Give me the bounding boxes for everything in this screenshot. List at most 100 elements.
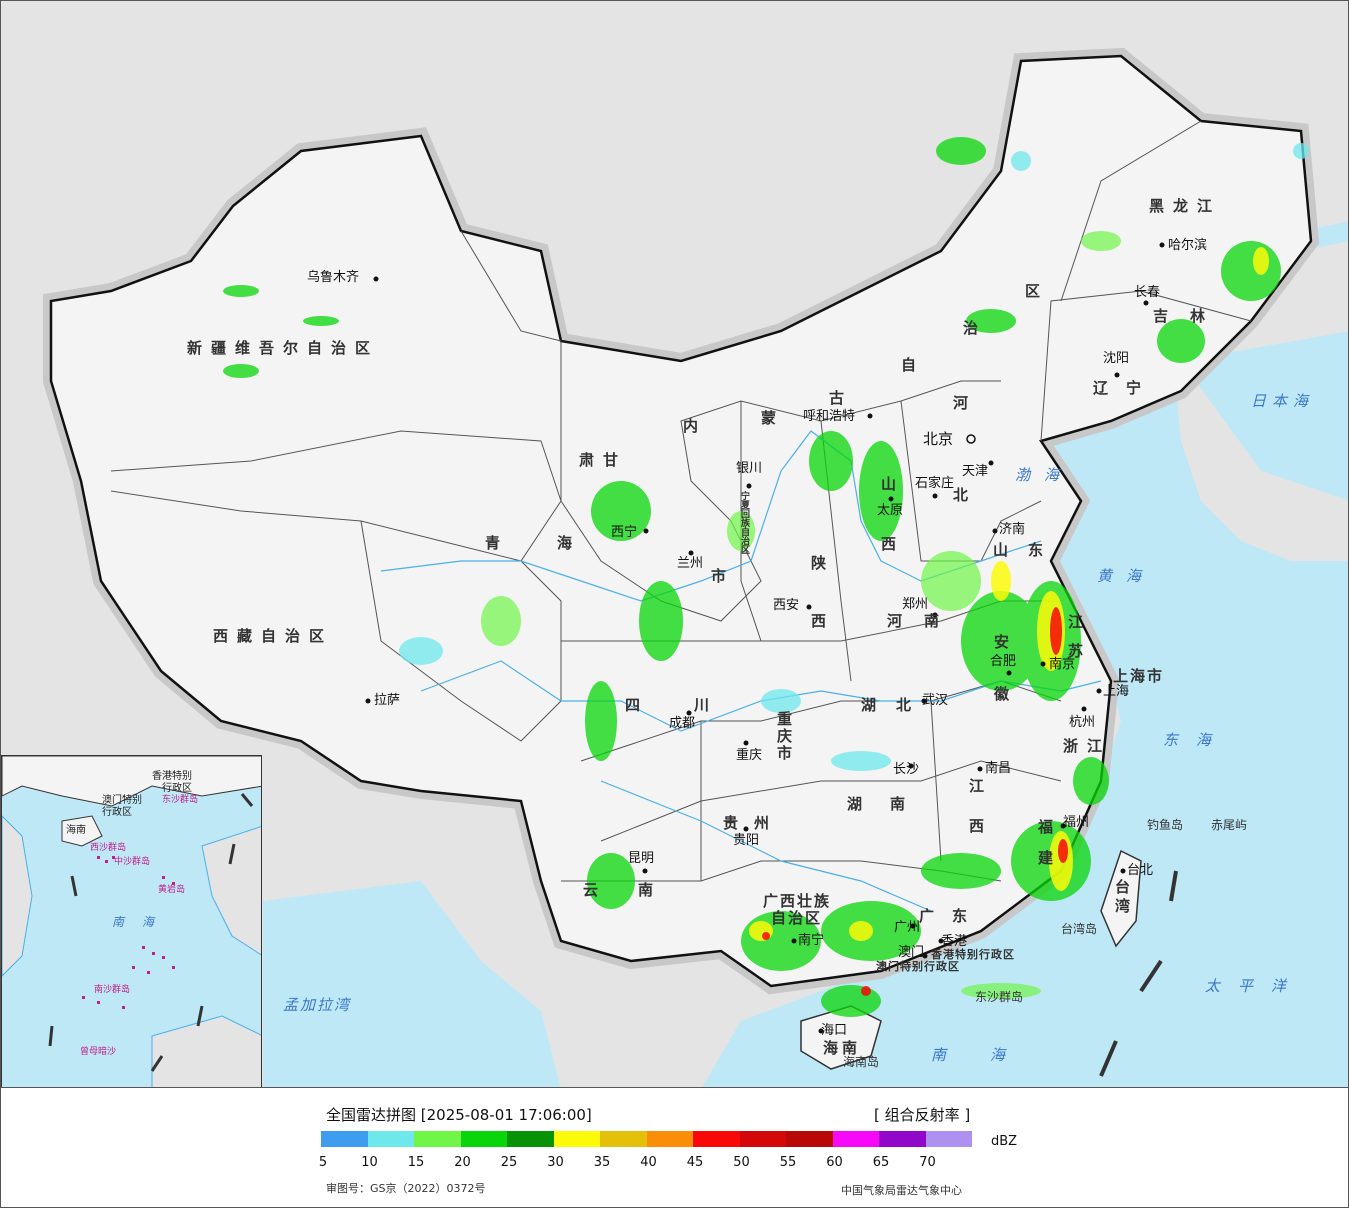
city-label-changsha: 长沙	[893, 762, 920, 777]
japan-sea-water	[1181, 331, 1348, 501]
taiwan-island	[1100, 849, 1142, 948]
radar-echoes	[223, 137, 1309, 1017]
legend-unit: dBZ	[991, 1134, 1018, 1149]
city-label-nanchang: 南昌	[985, 761, 1012, 776]
city-label-fuzhou: 福州	[1063, 815, 1090, 830]
color-swatch-15	[414, 1131, 461, 1147]
sea-label-bengal: 孟加拉湾	[283, 996, 352, 1014]
province-label-neimenggu-4: 自	[901, 356, 926, 374]
province-label-shanxi-1: 山	[881, 475, 906, 493]
city-label-harbin: 哈尔滨	[1168, 238, 1208, 253]
maritime-lines	[1099, 870, 1178, 1077]
province-label-ningxia: 宁夏回族自治区	[739, 491, 749, 554]
province-label-hubei: 湖北	[861, 696, 932, 714]
tick-label-35: 35	[593, 1155, 611, 1170]
bengal-water	[263, 881, 561, 1087]
province-label-sichuan: 四川	[625, 696, 764, 714]
province-label-guizhou: 贵州	[723, 814, 786, 832]
province-label-yunnan: 云南	[583, 881, 694, 899]
city-label-changchun: 长春	[1134, 285, 1161, 300]
province-label-neimenggu-5: 治	[963, 319, 988, 337]
city-dots	[365, 242, 1165, 1034]
color-swatch-45	[693, 1131, 740, 1147]
color-swatch-70	[925, 1131, 972, 1147]
tick-label-30: 30	[547, 1155, 564, 1170]
province-label-hebei-2: 北	[953, 486, 978, 504]
province-label-qinghai-2: 海	[557, 534, 582, 552]
tick-label-60: 60	[826, 1155, 843, 1170]
province-label-shanghai: 上海市	[1113, 667, 1165, 685]
approval-number: 审图号：GS京（2022）0372号	[326, 1182, 486, 1195]
province-label-shaanxi-2: 西	[811, 612, 836, 630]
inset-label-zengmu: 曾母暗沙	[80, 1047, 117, 1057]
city-label-urumqi: 乌鲁木齐	[307, 270, 360, 285]
inset-label-huangyan: 黄岩岛	[158, 885, 186, 895]
province-label-neimenggu-6: 区	[1025, 282, 1050, 300]
china-land	[49, 54, 1313, 988]
city-label-wuhan: 武汉	[922, 693, 949, 708]
city-label-zhengzhou: 郑州	[902, 597, 929, 612]
tick-label-40: 40	[640, 1155, 657, 1170]
city-label-chengdu: 成都	[669, 716, 696, 731]
province-label-jilin: 吉林	[1153, 307, 1228, 325]
province-label-shaanxi-1: 陕	[811, 554, 836, 572]
province-label-jiangxi-1: 江	[969, 777, 994, 795]
legend-product: [ 组合反射率 ]	[874, 1106, 971, 1124]
city-label-yinchuan: 银川	[736, 461, 763, 476]
city-label-aomen: 澳门	[898, 945, 925, 960]
legend-title: 全国雷达拼图 [2025-08-01 17:06:00]	[326, 1106, 592, 1124]
city-label-lanzhou: 兰州	[677, 556, 704, 571]
sea-label-japan: 日本海	[1251, 392, 1315, 410]
province-label-xinjiang: 新疆维吾尔自治区	[187, 339, 380, 357]
province-label-qinghai-1: 青	[485, 534, 510, 552]
legend-panel: 全国雷达拼图 [2025-08-01 17:06:00] [ 组合反射率 ] 5…	[0, 1088, 1349, 1208]
island-label-dongsha: 东沙群岛	[975, 990, 1024, 1004]
inset-label-nanhai: 南海	[112, 915, 173, 929]
province-label-shanxi-2: 西	[881, 535, 906, 553]
city-label-xining: 西宁	[611, 525, 638, 540]
province-label-jiangsu: 江苏	[1066, 614, 1084, 672]
province-label-fujian: 福建	[1036, 819, 1054, 881]
province-label-macau: 澳门特别行政区	[876, 960, 960, 973]
tick-label-5: 5	[318, 1155, 328, 1170]
city-label-shanghai: 上海	[1103, 684, 1130, 699]
sea-label-huanghai: 黄海	[1097, 567, 1156, 585]
province-label-gansu-2: 肃	[579, 451, 604, 469]
inset-label-dongsha: 东沙群岛	[162, 795, 199, 805]
province-label-xizang: 西藏自治区	[213, 627, 334, 645]
province-label-neimenggu-1: 内	[683, 417, 708, 435]
island-label-hainan: 海南岛	[843, 1055, 880, 1069]
tick-label-45: 45	[686, 1155, 704, 1170]
tick-label-20: 20	[454, 1155, 471, 1170]
province-label-zhejiang: 浙江	[1063, 737, 1112, 755]
province-label-hainan: 海南	[823, 1039, 862, 1057]
province-label-gansu-1: 甘	[603, 451, 628, 469]
city-label-beijing: 北京	[923, 430, 954, 448]
tick-label-15: 15	[407, 1155, 425, 1170]
color-swatch-30	[553, 1131, 600, 1147]
city-label-xian: 西安	[773, 598, 800, 613]
color-swatch-60	[832, 1131, 879, 1147]
sea-label-nanhai: 南海	[931, 1046, 1050, 1064]
city-label-tianjin: 天津	[962, 464, 989, 479]
province-label-hebei-1: 河	[953, 394, 978, 412]
city-label-xianggang: 香港	[941, 934, 968, 949]
province-label-hongkong: 香港特别行政区	[931, 948, 1015, 961]
inset-label-hk-1: 香港特别	[152, 771, 192, 782]
inset-label-macau-2: 行政区	[102, 807, 132, 818]
data-source: 中国气象局雷达气象中心	[841, 1184, 962, 1197]
province-label-neimenggu-2: 蒙	[761, 409, 786, 427]
sea-label-bohai: 渤海	[1015, 466, 1074, 484]
city-label-shenyang: 沈阳	[1103, 351, 1130, 366]
province-label-jiangxi-2: 西	[969, 817, 994, 835]
city-label-guiyang: 贵阳	[733, 833, 760, 848]
sea-label-donghai: 东海	[1163, 731, 1230, 749]
map-area[interactable]: 新疆维吾尔自治区 西藏自治区 青 海 甘 肃 内 蒙 古 自 治 区 黑龙江 吉…	[0, 0, 1349, 1088]
city-label-guangzhou: 广州	[894, 920, 921, 935]
sea-label-taipingyang: 太平洋	[1205, 977, 1305, 995]
island-label-diaoyu: 钓鱼岛	[1147, 818, 1184, 832]
color-swatch-5	[321, 1131, 368, 1147]
province-label-gansu-3: 市	[711, 567, 736, 585]
province-label-heilongjiang: 黑龙江	[1149, 197, 1222, 215]
